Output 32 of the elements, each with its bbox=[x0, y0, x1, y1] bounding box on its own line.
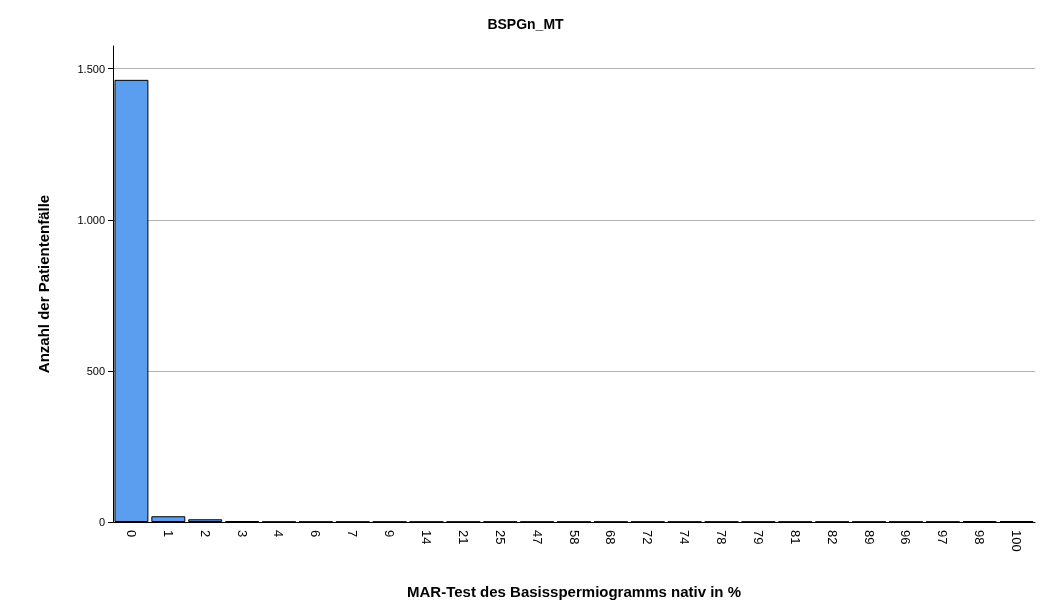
x-tick-label: 2 bbox=[197, 530, 213, 538]
x-tick-label: 82 bbox=[824, 530, 840, 545]
x-tick-label: 9 bbox=[382, 530, 398, 538]
x-tick-label: 21 bbox=[455, 530, 471, 545]
x-tick-label: 72 bbox=[640, 530, 656, 545]
x-tick-label: 0 bbox=[123, 530, 139, 538]
x-tick-label: 96 bbox=[898, 530, 914, 545]
y-tick-label: 1.000 bbox=[77, 213, 105, 226]
x-tick-label: 4 bbox=[271, 530, 287, 538]
y-tick-label: 500 bbox=[86, 364, 105, 377]
x-tick-label: 81 bbox=[787, 530, 803, 545]
x-tick-label: 1 bbox=[160, 530, 176, 538]
x-tick-label: 97 bbox=[935, 530, 951, 545]
x-tick-label: 14 bbox=[418, 530, 434, 545]
x-tick-label: 78 bbox=[714, 530, 730, 545]
x-tick-label: 6 bbox=[308, 530, 324, 538]
x-tick-label: 74 bbox=[677, 530, 693, 545]
x-tick-label: 25 bbox=[492, 530, 508, 545]
x-tick-label: 68 bbox=[603, 530, 619, 545]
x-tick-label: 3 bbox=[234, 530, 250, 538]
x-tick-label: 98 bbox=[972, 530, 988, 545]
y-tick-label: 1.500 bbox=[77, 62, 105, 75]
y-axis-title: Anzahl der Patientenfälle bbox=[35, 194, 52, 374]
x-tick-label: 89 bbox=[861, 530, 877, 545]
x-tick-label: 47 bbox=[529, 530, 545, 545]
y-tick-label: 0 bbox=[98, 516, 105, 528]
x-axis-title: MAR-Test des Basisspermiogramms nativ in % bbox=[407, 583, 741, 600]
x-tick-label: 79 bbox=[750, 530, 766, 545]
x-tick-label: 58 bbox=[566, 530, 582, 545]
x-tick-label: 100 bbox=[1009, 530, 1025, 552]
chart-title: BSPGn_MT bbox=[487, 16, 565, 32]
x-tick-label: 7 bbox=[345, 530, 361, 538]
